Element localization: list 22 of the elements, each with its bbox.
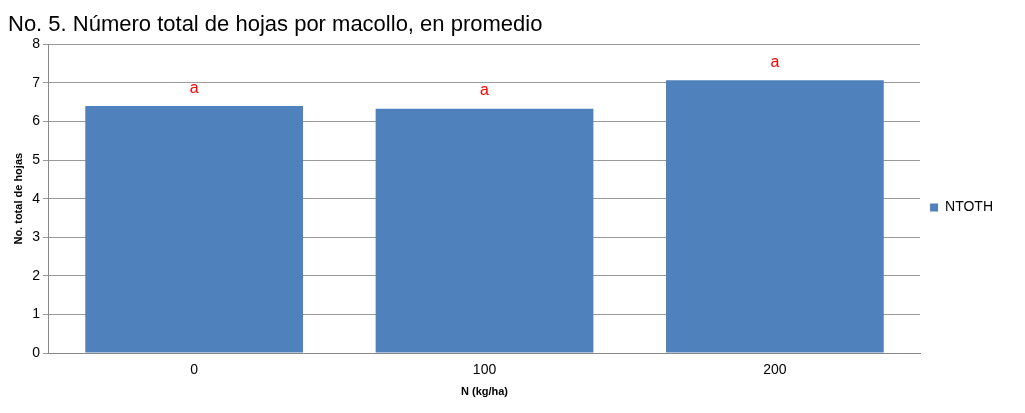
y-tick-label: 0 [32, 343, 41, 360]
annotation: a [189, 78, 199, 96]
bar [665, 80, 884, 353]
y-axis-title: No. total de hojas [11, 152, 24, 245]
y-tick-label: 8 [32, 35, 41, 52]
legend-label: NTOTH [945, 198, 994, 215]
chart-title: No. 5. Número total de hojas por macollo, en promedio [8, 11, 543, 37]
x-tick-label: 100 [472, 361, 497, 378]
y-tick-label: 7 [32, 73, 41, 90]
y-tick-label: 3 [32, 228, 41, 245]
y-tick-label: 1 [32, 305, 41, 322]
y-tick-label: 6 [32, 112, 41, 129]
annotation: a [480, 81, 490, 99]
annotation: a [770, 52, 780, 70]
x-tick-label: 200 [763, 361, 787, 378]
x-tick-label: 0 [190, 361, 199, 378]
y-tick-label: 2 [32, 266, 41, 283]
x-axis-title: N (kg/ha) [460, 385, 509, 398]
bar [375, 108, 594, 353]
y-tick-label: 5 [32, 150, 41, 167]
y-tick-label: 4 [32, 189, 41, 206]
bar [85, 106, 304, 353]
